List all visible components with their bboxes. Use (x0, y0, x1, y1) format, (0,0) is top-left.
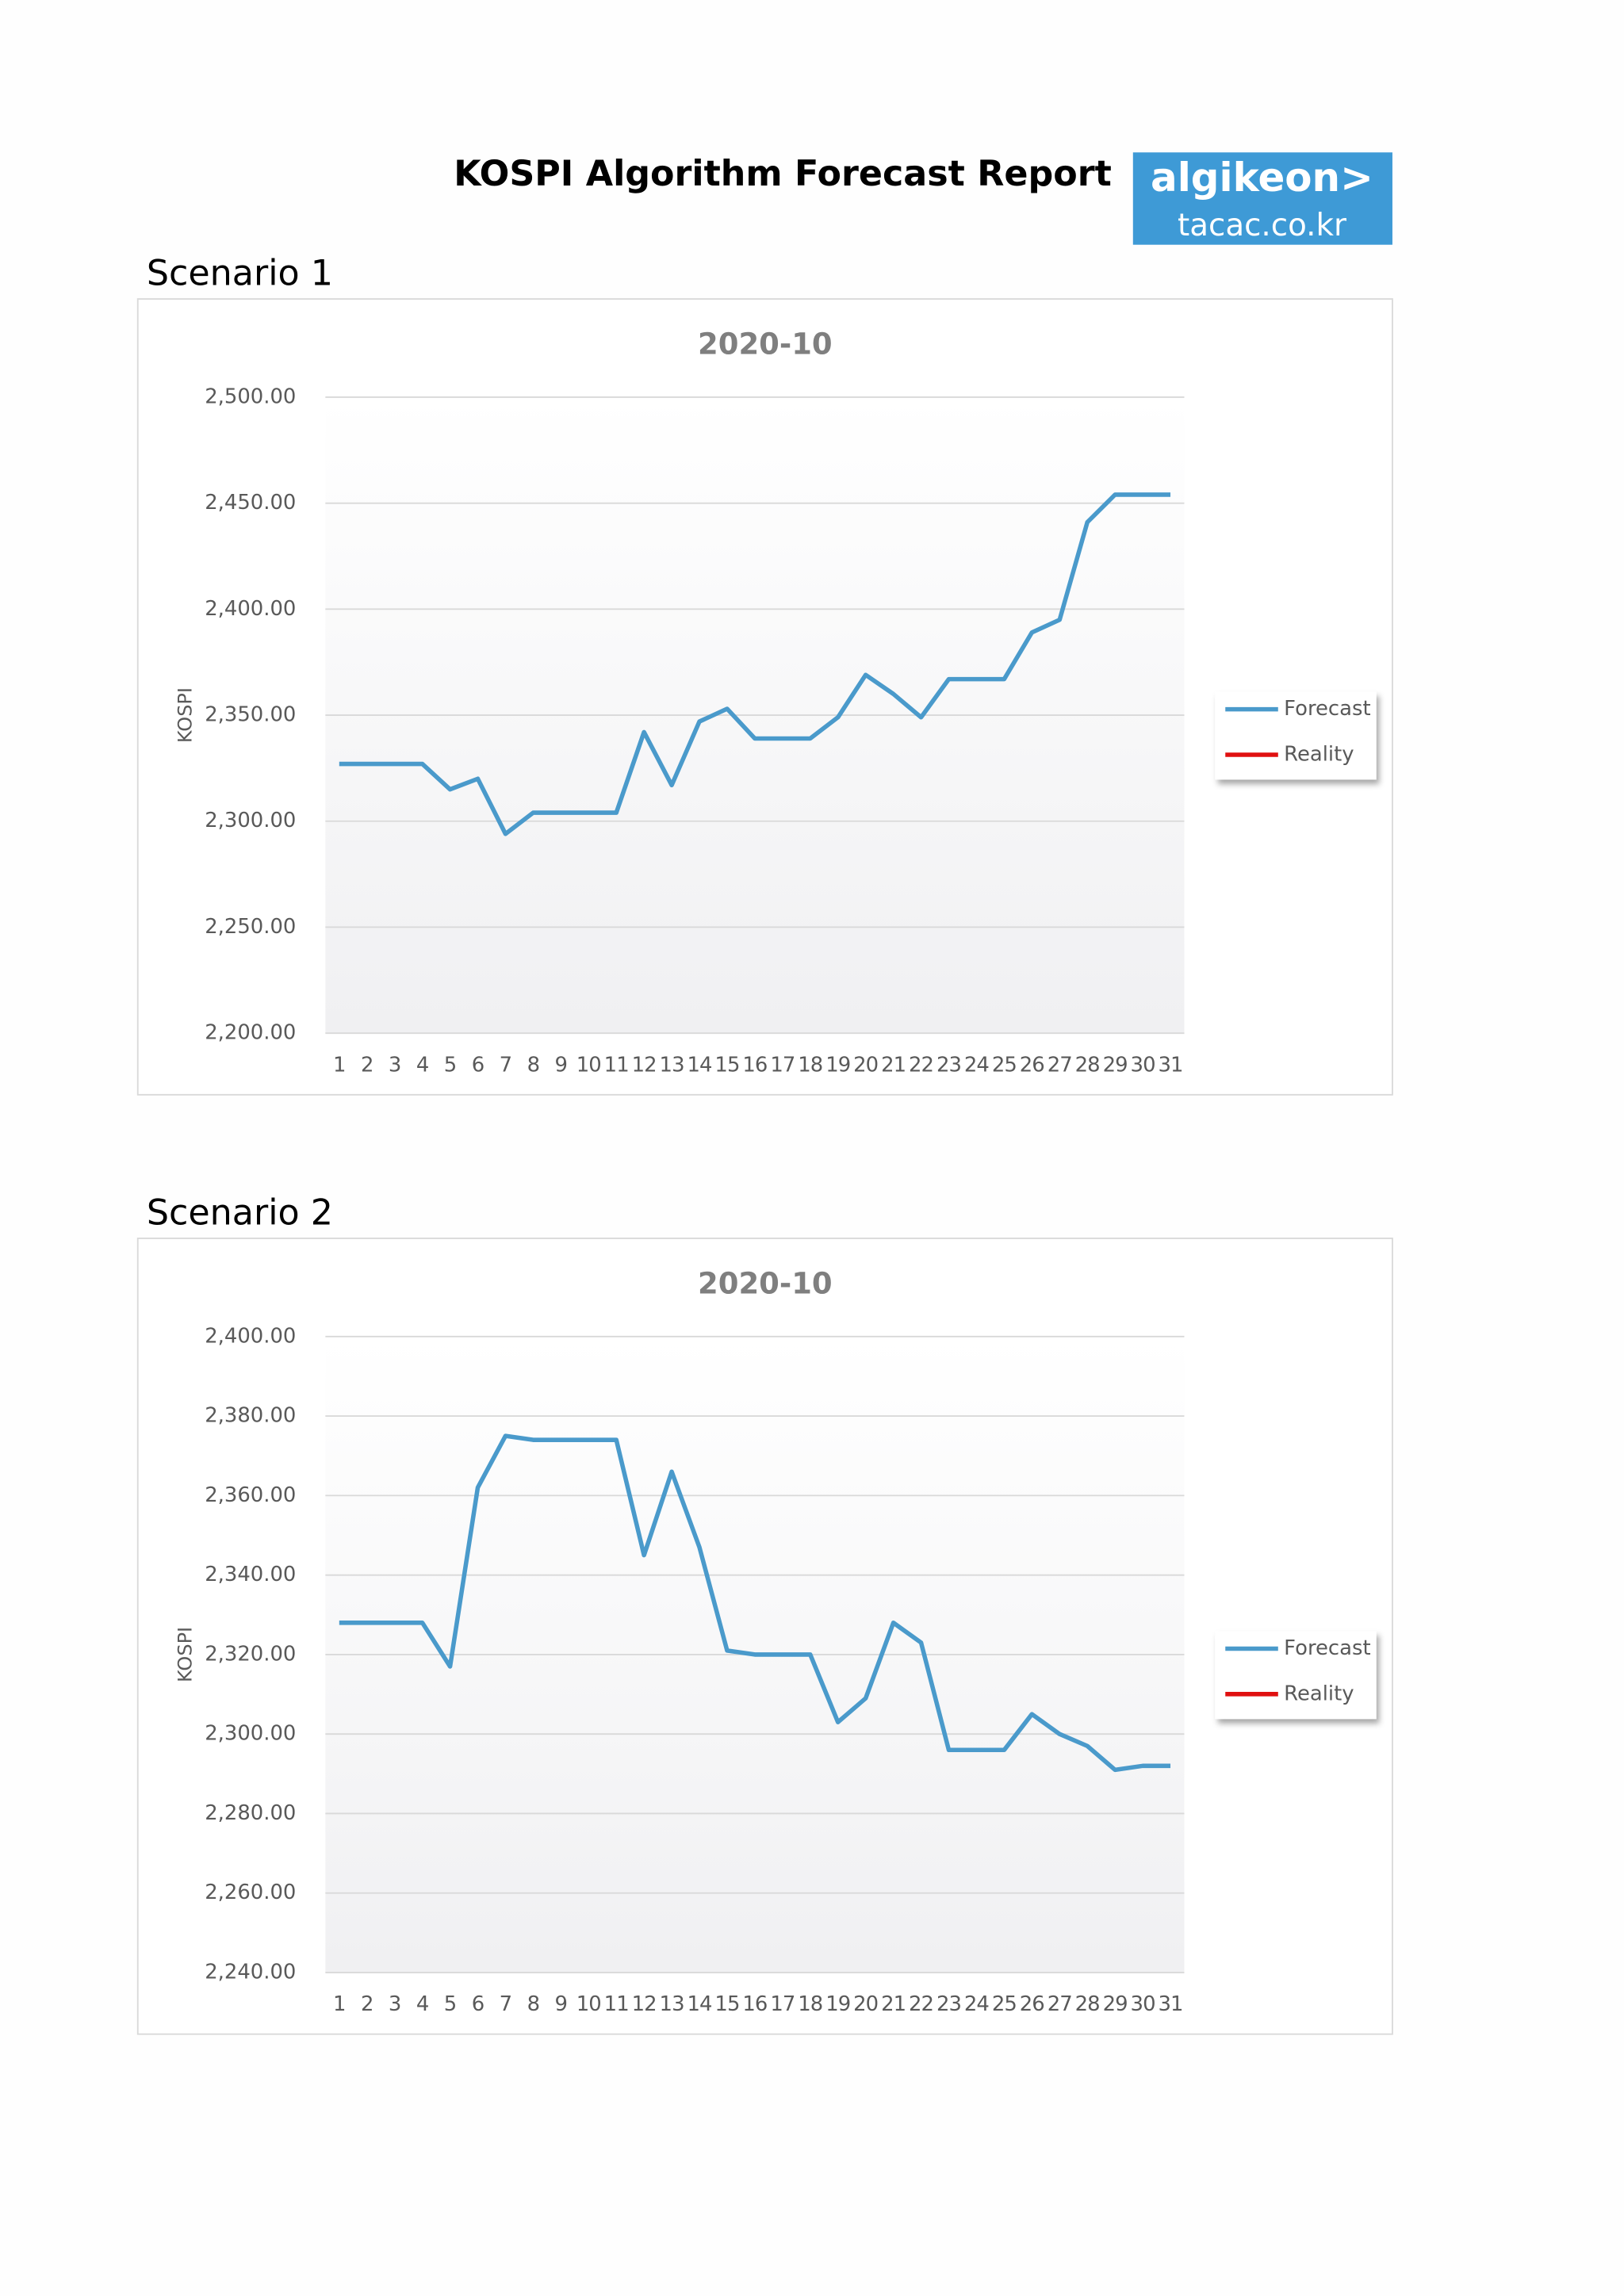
x-tick-label: 26 (1020, 1992, 1044, 2016)
x-tick-label: 25 (992, 1053, 1017, 1077)
x-tick-label: 9 (555, 1053, 568, 1077)
y-tick-label: 2,240.00 (205, 1961, 296, 1984)
x-tick-label: 18 (798, 1053, 822, 1077)
x-tick-label: 19 (825, 1992, 850, 2016)
x-tick-label: 31 (1158, 1053, 1182, 1077)
x-tick-label: 20 (853, 1992, 878, 2016)
x-tick-label: 22 (909, 1053, 933, 1077)
y-tick-label: 2,380.00 (205, 1404, 296, 1428)
x-tick-label: 16 (742, 1992, 767, 2016)
legend-label: Reality (1284, 742, 1354, 766)
y-tick-label: 2,340.00 (205, 1563, 296, 1586)
x-tick-label: 9 (555, 1992, 568, 2016)
x-tick-label: 26 (1020, 1053, 1044, 1077)
x-tick-label: 29 (1103, 1053, 1128, 1077)
y-tick-label: 2,400.00 (205, 1324, 296, 1348)
x-tick-label: 19 (825, 1053, 850, 1077)
y-tick-label: 2,300.00 (205, 809, 296, 832)
report-title: KOSPI Algorithm Forecast Report (454, 154, 1112, 194)
x-tick-label: 1 (333, 1992, 346, 2016)
x-tick-label: 2 (361, 1053, 373, 1077)
x-tick-label: 8 (527, 1992, 540, 2016)
x-tick-label: 22 (909, 1992, 933, 2016)
x-tick-label: 27 (1048, 1992, 1072, 2016)
x-tick-label: 25 (992, 1992, 1017, 2016)
y-tick-label: 2,350.00 (205, 703, 296, 727)
y-tick-label: 2,250.00 (205, 915, 296, 939)
legend-label: Forecast (1284, 697, 1370, 721)
legend-label: Reality (1284, 1682, 1354, 1705)
y-tick-label: 2,280.00 (205, 1801, 296, 1825)
x-tick-label: 24 (964, 1992, 989, 2016)
x-tick-label: 7 (500, 1053, 512, 1077)
logo-box (1132, 152, 1392, 245)
x-tick-label: 13 (660, 1992, 684, 2016)
legend-box (1215, 691, 1377, 780)
series-line (339, 1433, 1171, 1773)
x-tick-label: 12 (632, 1992, 657, 2016)
x-tick-label: 27 (1048, 1053, 1072, 1077)
x-tick-label: 14 (688, 1053, 712, 1077)
logo-site: tacac.co.kr (1178, 208, 1346, 243)
y-tick-label: 2,500.00 (205, 385, 296, 408)
x-tick-label: 23 (936, 1992, 961, 2016)
legend-box (1215, 1631, 1377, 1720)
x-tick-label: 14 (688, 1992, 712, 2016)
y-tick-label: 2,360.00 (205, 1483, 296, 1507)
logo-brand: algikeon> (1151, 155, 1373, 201)
x-tick-label: 15 (714, 1053, 739, 1077)
series-line (339, 492, 1171, 836)
x-tick-label: 1 (333, 1053, 346, 1077)
chart-title: 2020-10 (698, 327, 833, 362)
x-tick-label: 21 (881, 1053, 906, 1077)
x-tick-label: 28 (1075, 1992, 1100, 2016)
x-tick-label: 13 (660, 1053, 684, 1077)
x-tick-label: 21 (881, 1992, 906, 2016)
x-tick-label: 5 (444, 1992, 457, 2016)
y-tick-label: 2,200.00 (205, 1021, 296, 1045)
section-heading: Scenario 2 (147, 1192, 333, 1233)
x-tick-label: 7 (500, 1992, 512, 2016)
x-tick-label: 8 (527, 1053, 540, 1077)
x-tick-label: 11 (604, 1992, 629, 2016)
legend-label: Forecast (1284, 1636, 1370, 1660)
x-tick-label: 15 (714, 1992, 739, 2016)
section-heading: Scenario 1 (147, 254, 333, 294)
y-axis-label: KOSPI (174, 687, 197, 743)
x-tick-label: 28 (1075, 1053, 1100, 1077)
x-tick-label: 17 (770, 1053, 795, 1077)
x-tick-label: 16 (742, 1053, 767, 1077)
x-tick-label: 31 (1158, 1992, 1182, 2016)
x-tick-label: 10 (576, 1992, 601, 2016)
x-tick-label: 11 (604, 1053, 629, 1077)
x-tick-label: 3 (389, 1992, 401, 2016)
x-tick-label: 24 (964, 1053, 989, 1077)
x-tick-label: 30 (1131, 1992, 1155, 2016)
x-tick-label: 10 (576, 1053, 601, 1077)
x-tick-label: 17 (770, 1992, 795, 2016)
chart-title: 2020-10 (698, 1267, 833, 1301)
x-tick-label: 2 (361, 1992, 373, 2016)
x-tick-label: 5 (444, 1053, 457, 1077)
x-tick-label: 6 (472, 1053, 485, 1077)
x-tick-label: 30 (1131, 1053, 1155, 1077)
y-tick-label: 2,400.00 (205, 597, 296, 621)
y-tick-label: 2,450.00 (205, 491, 296, 515)
x-tick-label: 12 (632, 1053, 657, 1077)
y-tick-label: 2,320.00 (205, 1642, 296, 1666)
x-tick-label: 23 (936, 1053, 961, 1077)
y-tick-label: 2,260.00 (205, 1881, 296, 1904)
x-tick-label: 4 (416, 1053, 429, 1077)
y-axis-label: KOSPI (174, 1627, 197, 1682)
y-tick-label: 2,300.00 (205, 1722, 296, 1746)
x-tick-label: 20 (853, 1053, 878, 1077)
x-tick-label: 29 (1103, 1992, 1128, 2016)
x-tick-label: 4 (416, 1992, 429, 2016)
x-tick-label: 6 (472, 1992, 485, 2016)
x-tick-label: 3 (389, 1053, 401, 1077)
x-tick-label: 18 (798, 1992, 822, 2016)
